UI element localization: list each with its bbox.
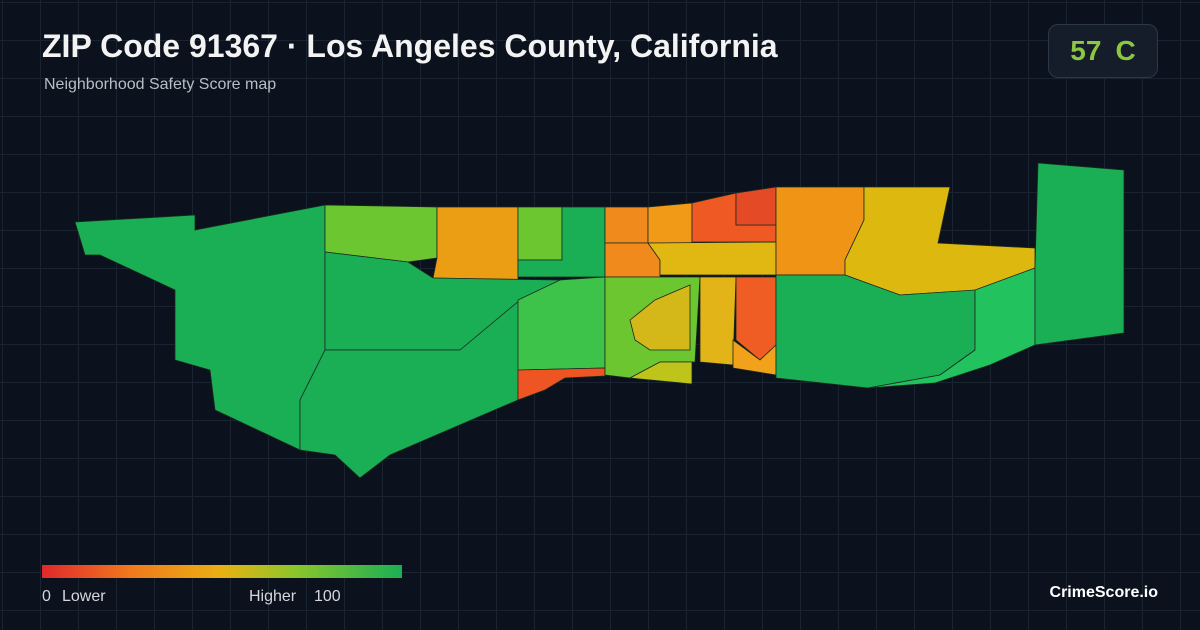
region — [735, 186, 777, 226]
legend-min: 0 — [42, 588, 51, 605]
score-badge: 57 C — [1048, 24, 1158, 78]
title: ZIP Code 91367 · Los Angeles County, Cal… — [42, 28, 778, 64]
legend-max: 100 — [314, 588, 341, 605]
subtitle: Neighborhood Safety Score map — [44, 76, 277, 93]
region — [517, 367, 606, 401]
legend-min-label: Lower — [62, 588, 106, 605]
region — [299, 299, 521, 479]
region — [517, 206, 563, 261]
region — [324, 204, 438, 263]
region — [628, 361, 693, 385]
region — [699, 276, 737, 366]
region — [1034, 162, 1125, 346]
regions — [74, 162, 1125, 479]
region — [647, 241, 777, 276]
region — [604, 206, 649, 244]
brand: CrimeScore.io — [1049, 584, 1158, 601]
legend-max-label: Higher — [249, 588, 297, 605]
region — [647, 202, 693, 244]
score-grade: C — [1115, 35, 1136, 66]
legend-gradient — [42, 565, 402, 578]
score-value: 57 — [1070, 35, 1102, 66]
region — [74, 204, 326, 451]
region — [629, 284, 691, 351]
region — [432, 206, 519, 281]
